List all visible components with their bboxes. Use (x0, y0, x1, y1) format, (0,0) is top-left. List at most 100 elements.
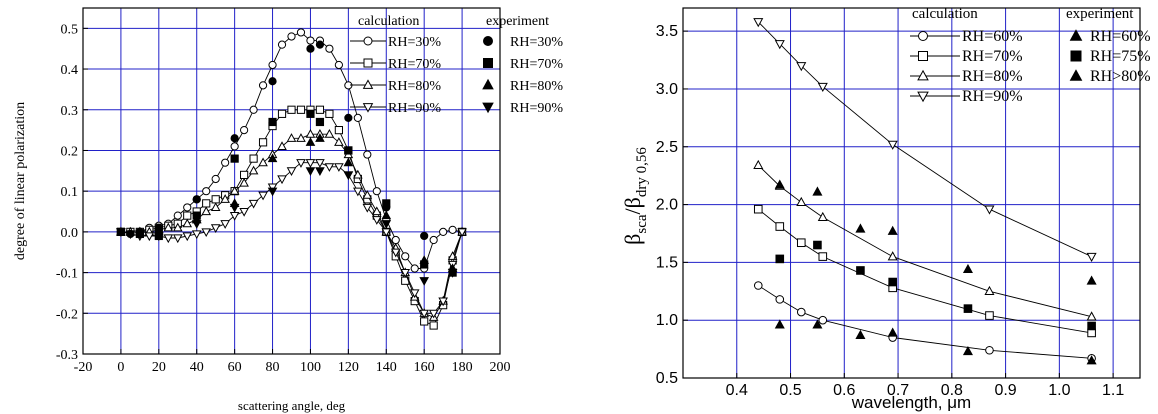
data-point (258, 191, 268, 201)
y-axis-label-subscript: dry 0,56 (634, 147, 650, 197)
data-point (144, 232, 155, 242)
plot-frame (682, 7, 1141, 379)
data-point (229, 203, 240, 213)
data-point (371, 206, 382, 216)
data-point (887, 251, 898, 261)
series-line (757, 164, 1092, 318)
data-point (888, 277, 897, 287)
data-point (163, 234, 174, 244)
data-point (410, 264, 419, 273)
data-point (1086, 275, 1097, 285)
data-point (1086, 355, 1097, 365)
data-point (753, 18, 764, 28)
data-point (191, 220, 202, 229)
legend-label: RH=80% (962, 68, 1023, 85)
legend-label: RH=90% (962, 88, 1023, 105)
legend-label: RH=60% (1090, 28, 1151, 45)
x-tick-label: 180 (452, 360, 473, 375)
y-tick-label: -0.1 (56, 267, 78, 282)
data-point (325, 44, 334, 53)
data-point (774, 179, 785, 189)
data-point (334, 126, 343, 135)
legend-marker (1070, 50, 1082, 62)
data-point (306, 44, 315, 53)
legend-marker (362, 103, 374, 113)
data-point (287, 105, 296, 114)
legend-marker (482, 102, 494, 114)
data-point (305, 167, 316, 177)
legend-marker (483, 58, 493, 68)
legend-marker (362, 79, 374, 89)
data-point (1086, 252, 1097, 263)
data-point (887, 327, 898, 337)
y-tick-label: 3.0 (656, 81, 678, 98)
data-point (277, 175, 287, 185)
legend-header: calculation (912, 6, 978, 22)
x-tick-label: 100 (300, 360, 321, 375)
data-point (382, 199, 391, 208)
y-axis-label-part: /β (620, 197, 645, 214)
data-point (315, 133, 325, 142)
data-point (268, 77, 277, 86)
data-point (438, 297, 448, 307)
data-point (183, 203, 192, 212)
data-point (372, 187, 381, 196)
x-tick-label: 1.0 (1048, 382, 1070, 399)
data-point (230, 154, 239, 163)
data-point (315, 117, 325, 127)
x-tick-label: 0.4 (726, 382, 748, 399)
data-point (984, 205, 995, 215)
data-point (306, 36, 315, 45)
legend-label: RH>80% (1090, 68, 1151, 85)
data-point (363, 150, 372, 159)
legend-label: RH=80% (388, 79, 441, 94)
x-tick-label: 0.7 (887, 382, 909, 399)
data-point (277, 40, 287, 49)
data-point (887, 140, 898, 150)
data-point (154, 228, 164, 238)
x-tick-label: 60 (228, 360, 242, 375)
data-point (191, 230, 202, 240)
legend-label: RH=90% (388, 101, 441, 116)
data-point (239, 177, 249, 187)
y-tick-label: 0.4 (61, 63, 79, 78)
data-point (817, 82, 828, 93)
data-point (268, 60, 277, 70)
legend-marker (482, 78, 494, 90)
data-point (172, 234, 183, 244)
x-tick-label: 0 (117, 360, 124, 375)
data-point (985, 311, 994, 320)
data-point (258, 138, 268, 147)
data-point (419, 309, 429, 319)
data-point (211, 195, 220, 204)
y-axis-label: βsca/βdry 0,56 (620, 147, 650, 245)
legend-marker (917, 91, 929, 103)
legend-label: RH=90% (510, 101, 563, 116)
y-tick-label: 2.0 (656, 197, 678, 214)
data-point (429, 235, 438, 245)
data-point (126, 229, 135, 239)
data-point (210, 202, 221, 212)
y-tick-label: -0.2 (56, 307, 78, 322)
x-tick-label: 120 (338, 360, 359, 375)
data-point (344, 146, 353, 155)
data-point (812, 186, 823, 196)
data-point (775, 222, 785, 231)
data-point (267, 153, 278, 163)
y-tick-label: 0.5 (656, 370, 678, 387)
data-point (182, 218, 193, 228)
x-tick-label: 0.8 (941, 382, 963, 399)
y-tick-label: 3.5 (656, 23, 678, 40)
y-tick-label: 1.0 (656, 312, 678, 329)
data-point (305, 137, 316, 146)
legend-marker (918, 51, 928, 61)
data-point (855, 329, 866, 339)
y-tick-label: -0.3 (56, 348, 78, 363)
data-point (240, 126, 249, 135)
data-point (277, 109, 287, 118)
data-point (353, 169, 363, 179)
data-point (202, 187, 211, 196)
data-point (447, 269, 458, 278)
data-point (229, 185, 240, 195)
y-tick-label: 0.0 (61, 226, 79, 241)
